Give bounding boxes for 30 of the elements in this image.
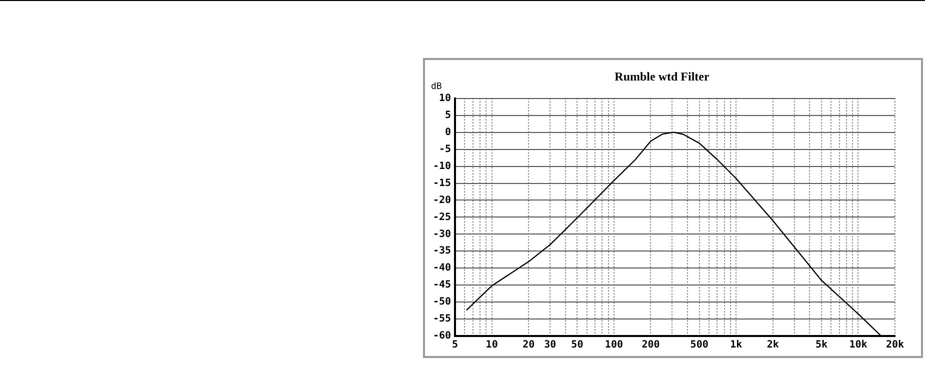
y-tick-label: -20 bbox=[433, 194, 452, 206]
x-tick-label: 500 bbox=[690, 340, 708, 351]
x-tick-label: 200 bbox=[642, 340, 660, 351]
x-tick-label: 20 bbox=[522, 340, 535, 351]
y-tick-label: 10 bbox=[439, 92, 452, 104]
x-tick-label: 2k bbox=[766, 340, 779, 351]
x-tick-label: 30 bbox=[544, 340, 556, 351]
y-tick-label: -15 bbox=[433, 178, 452, 189]
x-tick-label: 5k bbox=[815, 340, 828, 351]
y-tick-label: 0 bbox=[445, 126, 452, 138]
y-tick-label: -40 bbox=[433, 262, 452, 274]
x-tick-label: 5 bbox=[452, 340, 458, 351]
y-tick-label: 5 bbox=[445, 110, 452, 121]
y-tick-label: -10 bbox=[433, 160, 452, 172]
x-tick-label: 10 bbox=[486, 340, 498, 351]
x-tick-label: 20k bbox=[886, 340, 904, 351]
y-tick-label: -5 bbox=[439, 144, 452, 155]
y-tick-label: -30 bbox=[433, 228, 452, 240]
y-tick-label: -35 bbox=[433, 246, 452, 257]
y-tick-label: -25 bbox=[433, 212, 452, 223]
y-tick-label: -45 bbox=[433, 280, 452, 291]
y-tick-label: -55 bbox=[433, 314, 452, 325]
x-tick-label: 1k bbox=[730, 340, 742, 351]
y-tick-label: -50 bbox=[433, 296, 452, 308]
x-tick-label: 50 bbox=[571, 340, 584, 351]
chart-title: Rumble wtd Filter bbox=[614, 69, 710, 84]
x-tick-label: 10k bbox=[849, 340, 868, 351]
y-axis-title: dB bbox=[431, 82, 442, 92]
x-tick-label: 100 bbox=[604, 340, 623, 351]
y-tick-label: -60 bbox=[433, 330, 452, 342]
